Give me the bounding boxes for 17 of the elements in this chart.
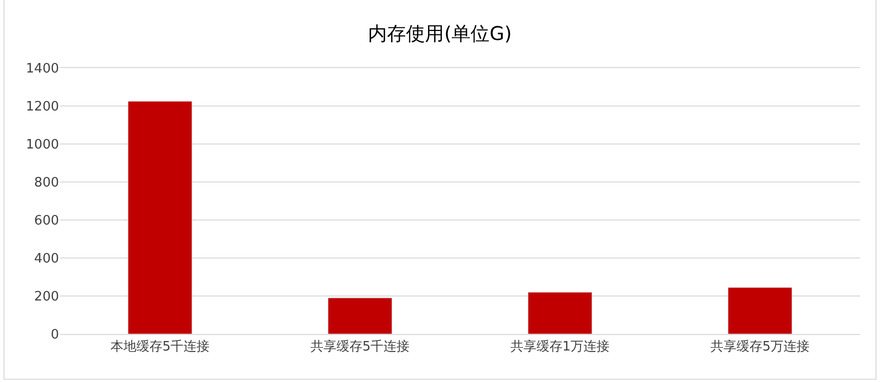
x-tick-label: 共享缓存5千连接	[310, 338, 410, 355]
x-tick-label: 共享缓存5万连接	[710, 338, 810, 355]
y-tick-label: 0	[50, 328, 59, 343]
bar	[528, 292, 592, 334]
y-tick-label: 1400	[26, 62, 59, 77]
y-tick-label: 800	[34, 176, 59, 191]
bar	[128, 101, 192, 334]
y-tick-label: 600	[34, 214, 59, 229]
x-tick-label: 共享缓存1万连接	[510, 338, 610, 355]
y-tick-label: 200	[34, 290, 59, 305]
chart-title: 内存使用(单位G)	[368, 23, 512, 46]
y-tick-label: 1000	[26, 138, 59, 153]
bar	[728, 287, 792, 334]
bar	[328, 298, 392, 334]
x-tick-label: 本地缓存5千连接	[110, 340, 210, 355]
y-tick-label: 1200	[26, 100, 59, 115]
y-tick-label: 400	[34, 252, 59, 267]
